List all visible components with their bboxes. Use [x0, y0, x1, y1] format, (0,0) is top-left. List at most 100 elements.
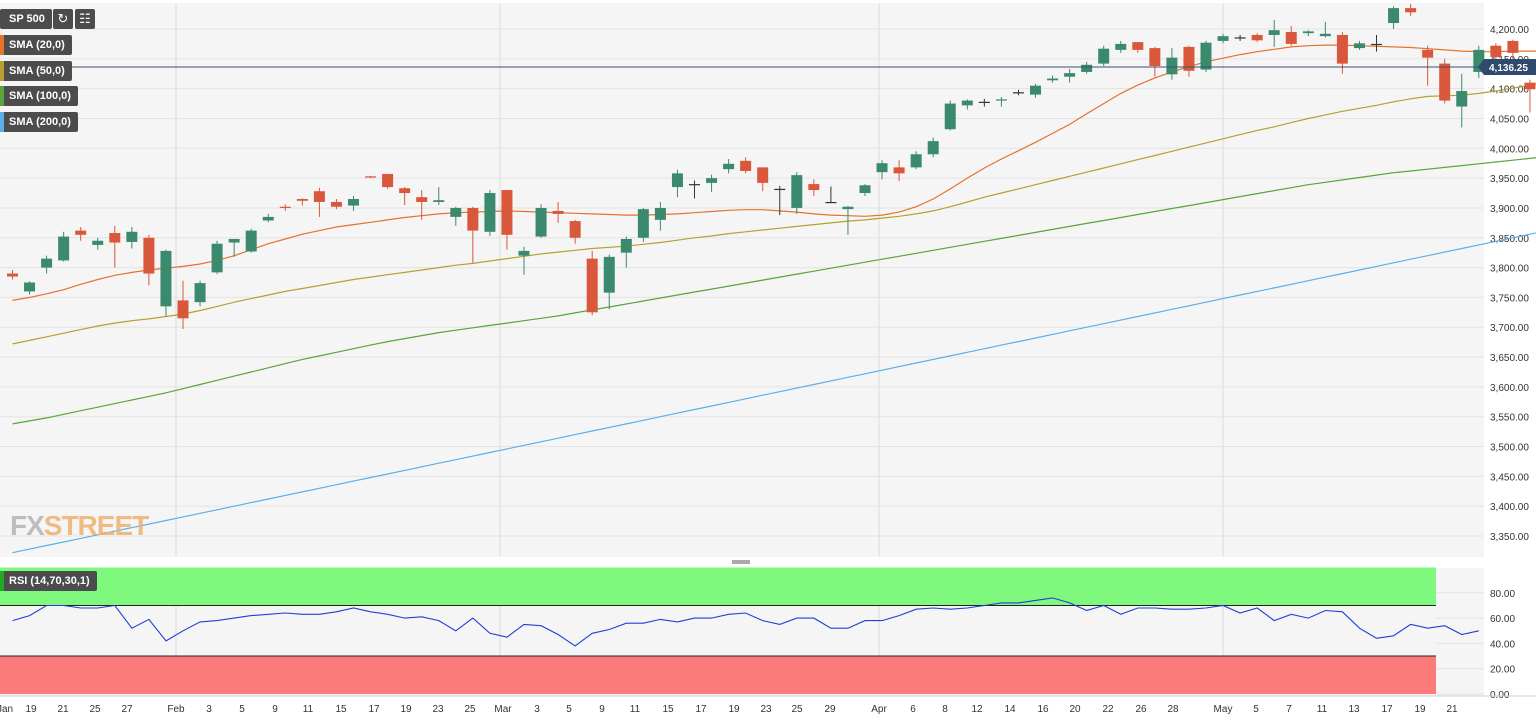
candle-body: [501, 190, 512, 235]
x-tick-label: Mar: [494, 704, 512, 715]
candle-body: [757, 167, 768, 183]
candle-body: [945, 104, 956, 130]
x-tick-label: 6: [910, 704, 916, 715]
candle: [1098, 46, 1109, 66]
candle-body: [860, 185, 871, 193]
price-plot-area: [0, 3, 1484, 557]
x-tick-label: May: [1214, 704, 1233, 715]
candle-body: [587, 259, 598, 313]
candle-body: [467, 208, 478, 231]
x-tick-label: 29: [824, 704, 836, 715]
price-tick-label: 3,800.00: [1490, 264, 1529, 275]
price-tick-label: 3,350.00: [1490, 532, 1529, 543]
candle-body: [348, 199, 359, 206]
refresh-icon[interactable]: ↻: [53, 9, 73, 29]
x-tick-label: 17: [368, 704, 380, 715]
candle: [246, 229, 257, 253]
candle-body: [519, 251, 530, 256]
candle-body: [41, 259, 52, 268]
candle-body: [280, 207, 291, 208]
candle-body: [877, 163, 888, 172]
candle-body: [1422, 50, 1433, 58]
candle-body: [297, 199, 308, 201]
x-tick-label: Jan: [0, 704, 13, 715]
last-price-label: 4,136.25: [1489, 63, 1528, 74]
price-tick-label: 3,750.00: [1490, 293, 1529, 304]
candle: [1439, 59, 1450, 104]
pane-separator: [0, 557, 1536, 568]
price-tick-label: 3,900.00: [1490, 204, 1529, 215]
x-tick-label: 27: [121, 704, 133, 715]
candle-body: [109, 233, 120, 243]
candle-body: [1507, 41, 1518, 53]
candle-body: [1149, 48, 1160, 66]
x-tick-label: 5: [1253, 704, 1259, 715]
candle-body: [160, 251, 171, 306]
x-tick-label: 15: [662, 704, 674, 715]
rsi-axis-area: [1484, 568, 1536, 696]
candle-body: [1081, 65, 1092, 72]
candle-body: [195, 283, 206, 302]
candle-body: [1098, 49, 1109, 64]
candle-body: [1030, 86, 1041, 95]
price-tick-label: 3,700.00: [1490, 323, 1529, 334]
candle-body: [1524, 83, 1535, 90]
x-tick-label: 19: [1414, 704, 1426, 715]
candle-body: [672, 173, 683, 187]
x-tick-label: 20: [1069, 704, 1081, 715]
price-tick-label: 4,050.00: [1490, 114, 1529, 125]
x-tick-label: 5: [566, 704, 572, 715]
x-tick-label: 25: [464, 704, 476, 715]
candle-body: [621, 239, 632, 253]
candle-body: [979, 102, 990, 103]
sma-100-badge[interactable]: SMA (100,0): [0, 86, 78, 106]
candle-body: [825, 202, 836, 203]
candle-body: [1013, 92, 1024, 93]
sma-50-badge[interactable]: SMA (50,0): [0, 61, 72, 81]
candle-body: [791, 175, 802, 208]
rsi-tick-label: 20.00: [1490, 665, 1515, 676]
candle-body: [1320, 34, 1331, 36]
candle-body: [723, 164, 734, 169]
candle-body: [331, 202, 342, 207]
fxstreet-logo: FXSTREET: [10, 510, 149, 541]
candle-body: [1490, 46, 1501, 57]
candle-body: [246, 231, 257, 252]
candle: [945, 101, 956, 131]
x-tick-label: 12: [971, 704, 983, 715]
candle-body: [212, 244, 223, 273]
x-tick-label: 25: [89, 704, 101, 715]
candle-body: [842, 207, 853, 209]
x-tick-label: 28: [1167, 704, 1179, 715]
candle-body: [1354, 43, 1365, 48]
symbol-badge[interactable]: SP 500: [0, 9, 52, 29]
rsi-badge[interactable]: RSI (14,70,30,1): [0, 571, 97, 591]
candle-body: [740, 161, 751, 171]
candle-body: [638, 209, 649, 238]
x-tick-label: 25: [791, 704, 803, 715]
rsi-tick-label: 40.00: [1490, 639, 1515, 650]
candle-body: [1201, 43, 1212, 70]
candle-body: [1252, 35, 1263, 40]
sma-200-badge[interactable]: SMA (200,0): [0, 112, 78, 132]
candle-body: [399, 188, 410, 193]
rsi-tick-label: 60.00: [1490, 614, 1515, 625]
x-tick-label: 21: [57, 704, 69, 715]
candle-body: [58, 237, 69, 261]
price-tick-label: 3,550.00: [1490, 413, 1529, 424]
x-tick-label: 15: [335, 704, 347, 715]
candle-body: [1286, 32, 1297, 44]
price-tick-label: 3,450.00: [1490, 472, 1529, 483]
rsi-overbought-zone: [0, 568, 1436, 606]
x-tick-label: 19: [400, 704, 412, 715]
candle-body: [706, 178, 717, 183]
price-tick-label: 4,200.00: [1490, 25, 1529, 36]
sma-20-badge[interactable]: SMA (20,0): [0, 35, 72, 55]
chart-settings-icon[interactable]: ☷: [75, 9, 95, 29]
candle-body: [1235, 37, 1246, 38]
candle-body: [536, 208, 547, 237]
candle-body: [1269, 30, 1280, 35]
candle-body: [570, 221, 581, 238]
x-tick-label: 3: [534, 704, 540, 715]
